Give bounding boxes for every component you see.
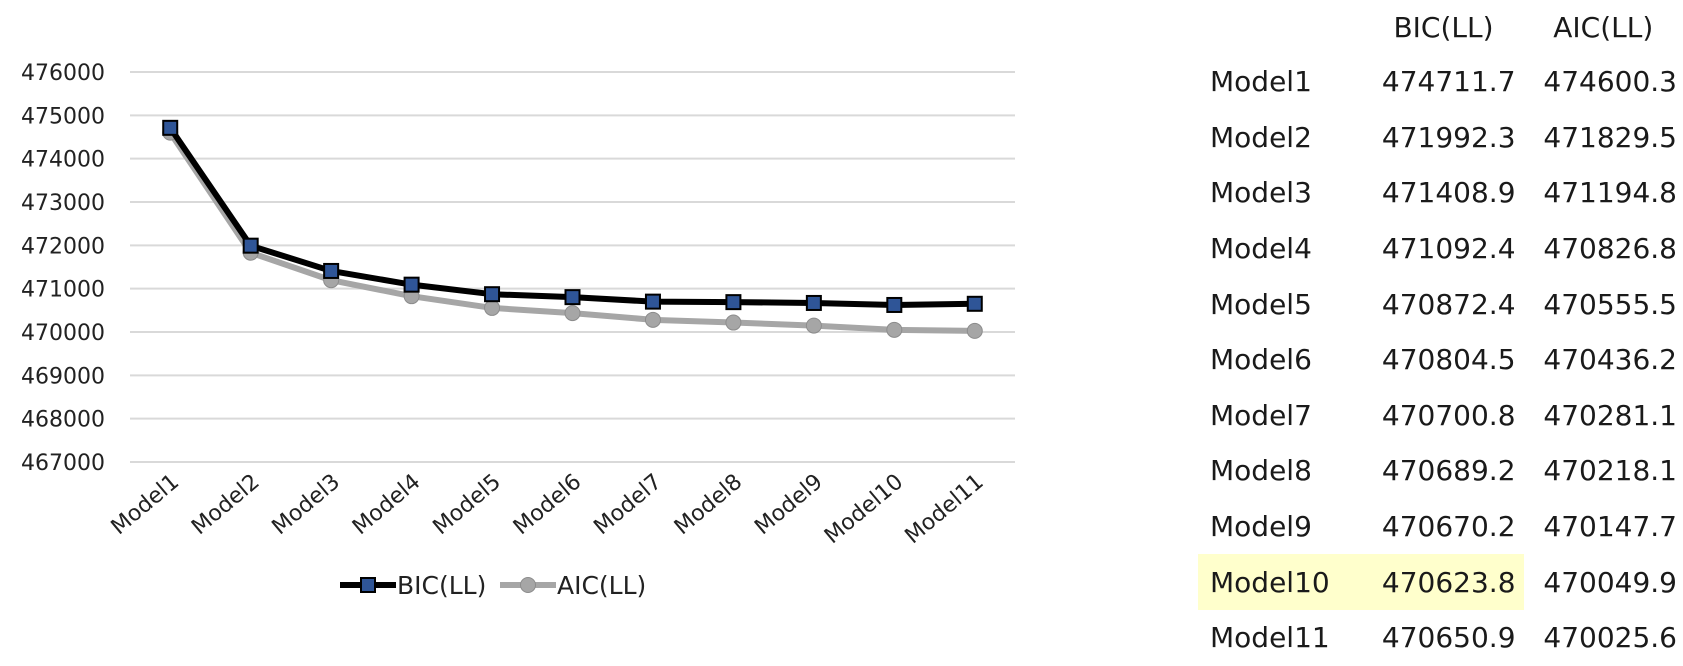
table-header-bic: BIC(LL) — [1393, 10, 1494, 44]
y-tick-label: 473000 — [21, 191, 105, 216]
data-point-bic — [323, 262, 340, 279]
y-tick-label: 468000 — [21, 408, 105, 433]
table-row: Model1 474711.7 474600.3 — [1198, 54, 1683, 110]
table-cell-aic: 471194.8 — [1543, 176, 1677, 210]
legend-marker — [520, 577, 536, 593]
line-chart: 476000 475000 474000 473000 472000 471000 4700… — [21, 61, 1015, 600]
data-point-bic — [644, 293, 661, 310]
table-cell-model: Model10 — [1198, 554, 1364, 610]
table-cell-aic: 470218.1 — [1543, 454, 1677, 488]
table-cell-bic: 470650.9 — [1381, 621, 1516, 655]
table-cell-bic: 470700.8 — [1381, 398, 1516, 432]
table-cell-model: Model8 — [1210, 454, 1312, 488]
table-cell-model: Model6 — [1210, 343, 1312, 377]
x-tick-label: Model2 — [187, 469, 264, 540]
table-cell-aic: 470147.7 — [1543, 510, 1677, 544]
table-row: Model8 470689.2 470218.1 — [1198, 443, 1683, 499]
table-header-row: BIC(LL) AIC(LL) — [1198, 0, 1683, 54]
y-tick-label: 472000 — [21, 234, 105, 259]
data-point-bic — [725, 294, 742, 311]
x-tick-label: Model8 — [670, 469, 747, 540]
x-tick-label: Model7 — [589, 469, 666, 540]
y-tick-label: 474000 — [21, 148, 105, 173]
data-table: BIC(LL) AIC(LL) Model1 474711.7 474600.3 Mo… — [1198, 0, 1683, 666]
x-tick-label: Model9 — [750, 469, 827, 540]
table-cell-aic: 470826.8 — [1543, 232, 1677, 266]
table-cell-model: Model5 — [1210, 287, 1312, 321]
data-point-bic — [484, 286, 501, 303]
table-cell-aic: 470555.5 — [1543, 287, 1677, 321]
table-row: Model10 470623.8 470049.9 — [1198, 554, 1683, 610]
table-cell-bic: 470623.8 — [1363, 554, 1524, 610]
data-point-aic — [966, 322, 983, 339]
table-cell-model: Model3 — [1210, 176, 1312, 210]
legend-marker — [360, 577, 376, 593]
data-point-bic — [403, 276, 420, 293]
table-cell-model: Model2 — [1210, 120, 1312, 154]
table-cell-bic: 470804.5 — [1381, 343, 1516, 377]
table-row: Model2 471992.3 471829.5 — [1198, 110, 1683, 166]
table-cell-bic: 470689.2 — [1381, 454, 1516, 488]
y-tick-label: 470000 — [21, 321, 105, 346]
data-point-bic — [805, 294, 822, 311]
table-cell-bic: 474711.7 — [1381, 65, 1516, 99]
table-header-aic: AIC(LL) — [1553, 10, 1654, 44]
data-point-aic — [886, 321, 903, 338]
y-tick-label: 471000 — [21, 278, 105, 303]
data-point-aic — [644, 311, 661, 328]
table-header-name — [1198, 0, 1363, 54]
table-cell-aic: 474600.3 — [1543, 65, 1677, 99]
table-cell-aic: 471829.5 — [1543, 120, 1677, 154]
y-tick-label: 469000 — [21, 364, 105, 389]
table-cell-bic: 471092.4 — [1381, 232, 1516, 266]
legend-label: AIC(LL) — [557, 571, 646, 600]
table-row: Model5 470872.4 470555.5 — [1198, 276, 1683, 332]
y-tick-label: 476000 — [21, 61, 105, 86]
table-row: Model6 470804.5 470436.2 — [1198, 332, 1683, 388]
data-point-aic — [805, 317, 822, 334]
table-row: Model7 470700.8 470281.1 — [1198, 388, 1683, 444]
data-point-bic — [564, 289, 581, 306]
x-tick-label: Model1 — [107, 469, 184, 540]
table-row: Model11 470650.9 470025.6 — [1198, 610, 1683, 666]
data-point-bic — [886, 296, 903, 313]
legend-label: BIC(LL) — [397, 571, 486, 600]
x-tick-label: Model3 — [268, 469, 345, 540]
table-cell-model: Model1 — [1210, 65, 1312, 99]
y-tick-label: 475000 — [21, 104, 105, 129]
x-tick-label: Model10 — [820, 469, 908, 549]
table-cell-bic: 471408.9 — [1381, 176, 1516, 210]
x-tick-label: Model11 — [901, 469, 989, 549]
table-row: Model3 471408.9 471194.8 — [1198, 165, 1683, 221]
table-cell-model: Model9 — [1210, 510, 1312, 544]
table-row: Model4 471092.4 470826.8 — [1198, 221, 1683, 277]
table-cell-model: Model4 — [1210, 232, 1312, 266]
table-row: Model9 470670.2 470147.7 — [1198, 499, 1683, 555]
table-cell-bic: 471992.3 — [1381, 120, 1516, 154]
x-tick-label: Model6 — [509, 469, 586, 540]
x-tick-label: Model5 — [429, 469, 506, 540]
table-cell-aic: 470049.9 — [1543, 565, 1677, 599]
table-cell-aic: 470436.2 — [1543, 343, 1677, 377]
x-tick-label: Model4 — [348, 469, 425, 540]
table-cell-aic: 470025.6 — [1543, 621, 1677, 655]
data-point-aic — [484, 299, 501, 316]
table-cell-model: Model11 — [1210, 621, 1330, 655]
data-point-bic — [242, 237, 259, 254]
data-point-aic — [564, 305, 581, 322]
series-line-bicll — [167, 124, 978, 308]
data-point-bic — [966, 295, 983, 312]
y-tick-label: 467000 — [21, 451, 105, 476]
table-cell-bic: 470670.2 — [1381, 510, 1516, 544]
data-point-bic — [162, 119, 179, 136]
table-cell-aic: 470281.1 — [1543, 398, 1677, 432]
table-cell-bic: 470872.4 — [1381, 287, 1516, 321]
data-point-aic — [725, 314, 742, 331]
table-cell-model: Model7 — [1210, 398, 1312, 432]
